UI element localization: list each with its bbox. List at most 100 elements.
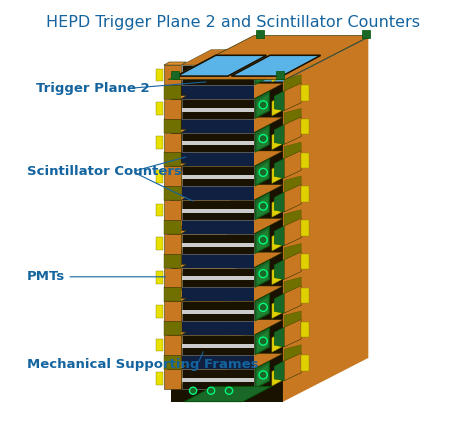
- Polygon shape: [272, 63, 282, 82]
- Polygon shape: [272, 96, 282, 116]
- Text: Scintillator Counters: Scintillator Counters: [27, 165, 182, 178]
- Circle shape: [261, 170, 266, 175]
- Polygon shape: [164, 321, 181, 335]
- Polygon shape: [168, 250, 227, 266]
- Polygon shape: [284, 311, 301, 327]
- Polygon shape: [168, 202, 227, 218]
- Polygon shape: [182, 335, 254, 355]
- Polygon shape: [156, 170, 163, 182]
- Polygon shape: [164, 268, 181, 287]
- Polygon shape: [182, 344, 254, 348]
- Polygon shape: [284, 252, 301, 279]
- Circle shape: [261, 237, 266, 242]
- Polygon shape: [168, 274, 227, 289]
- Polygon shape: [283, 38, 368, 402]
- Polygon shape: [164, 65, 181, 85]
- Polygon shape: [177, 56, 266, 76]
- Polygon shape: [272, 130, 282, 150]
- Circle shape: [261, 305, 266, 310]
- Polygon shape: [182, 99, 254, 119]
- Polygon shape: [164, 163, 186, 166]
- Circle shape: [259, 135, 267, 143]
- Polygon shape: [168, 321, 227, 337]
- Polygon shape: [272, 333, 282, 352]
- Polygon shape: [301, 85, 309, 100]
- Polygon shape: [156, 238, 163, 250]
- Polygon shape: [164, 96, 186, 99]
- Polygon shape: [156, 305, 163, 317]
- Circle shape: [261, 68, 266, 74]
- Circle shape: [261, 203, 266, 209]
- Polygon shape: [156, 204, 163, 216]
- Polygon shape: [164, 119, 181, 133]
- Polygon shape: [184, 386, 272, 402]
- Polygon shape: [182, 252, 283, 268]
- Polygon shape: [284, 319, 301, 347]
- Circle shape: [259, 337, 267, 345]
- Polygon shape: [177, 56, 266, 76]
- Polygon shape: [284, 75, 301, 91]
- Polygon shape: [164, 133, 181, 152]
- Polygon shape: [182, 185, 283, 200]
- Polygon shape: [301, 186, 309, 202]
- Polygon shape: [255, 125, 269, 152]
- Polygon shape: [256, 30, 264, 38]
- Polygon shape: [168, 297, 227, 313]
- Circle shape: [259, 270, 267, 278]
- Polygon shape: [301, 355, 309, 371]
- Circle shape: [207, 387, 215, 394]
- Polygon shape: [284, 117, 301, 144]
- Polygon shape: [182, 355, 254, 369]
- Polygon shape: [301, 52, 309, 67]
- Polygon shape: [182, 83, 283, 99]
- Polygon shape: [168, 237, 250, 250]
- Circle shape: [261, 136, 266, 141]
- Polygon shape: [274, 159, 284, 178]
- Polygon shape: [272, 198, 282, 217]
- Polygon shape: [257, 365, 268, 386]
- Polygon shape: [164, 231, 186, 234]
- Polygon shape: [164, 186, 181, 200]
- Polygon shape: [164, 99, 181, 119]
- Polygon shape: [168, 356, 250, 368]
- Polygon shape: [284, 345, 301, 361]
- Polygon shape: [170, 71, 179, 79]
- Polygon shape: [164, 254, 181, 268]
- Polygon shape: [182, 378, 254, 382]
- Polygon shape: [274, 260, 284, 279]
- Polygon shape: [156, 68, 163, 81]
- Polygon shape: [182, 254, 254, 268]
- Circle shape: [259, 202, 267, 210]
- Polygon shape: [274, 361, 284, 381]
- Polygon shape: [168, 285, 250, 297]
- Polygon shape: [232, 56, 320, 76]
- Polygon shape: [182, 286, 283, 301]
- Polygon shape: [274, 327, 284, 347]
- Polygon shape: [255, 260, 269, 287]
- Polygon shape: [156, 373, 163, 385]
- Polygon shape: [274, 226, 284, 246]
- Polygon shape: [170, 82, 283, 402]
- Polygon shape: [168, 345, 227, 361]
- Polygon shape: [182, 152, 254, 166]
- Polygon shape: [255, 226, 269, 254]
- Polygon shape: [274, 125, 284, 144]
- Circle shape: [261, 102, 266, 107]
- Polygon shape: [182, 133, 254, 152]
- Polygon shape: [272, 265, 282, 285]
- Circle shape: [261, 338, 266, 344]
- Polygon shape: [168, 261, 250, 274]
- Circle shape: [191, 388, 195, 393]
- Polygon shape: [182, 151, 283, 166]
- Polygon shape: [255, 91, 269, 119]
- Polygon shape: [164, 85, 181, 99]
- Polygon shape: [276, 71, 284, 79]
- Text: PMTs: PMTs: [27, 270, 65, 283]
- Polygon shape: [182, 277, 254, 281]
- Polygon shape: [284, 49, 301, 77]
- Polygon shape: [257, 331, 268, 352]
- Polygon shape: [272, 231, 282, 251]
- Polygon shape: [301, 321, 309, 337]
- Polygon shape: [164, 166, 181, 186]
- Polygon shape: [257, 297, 268, 318]
